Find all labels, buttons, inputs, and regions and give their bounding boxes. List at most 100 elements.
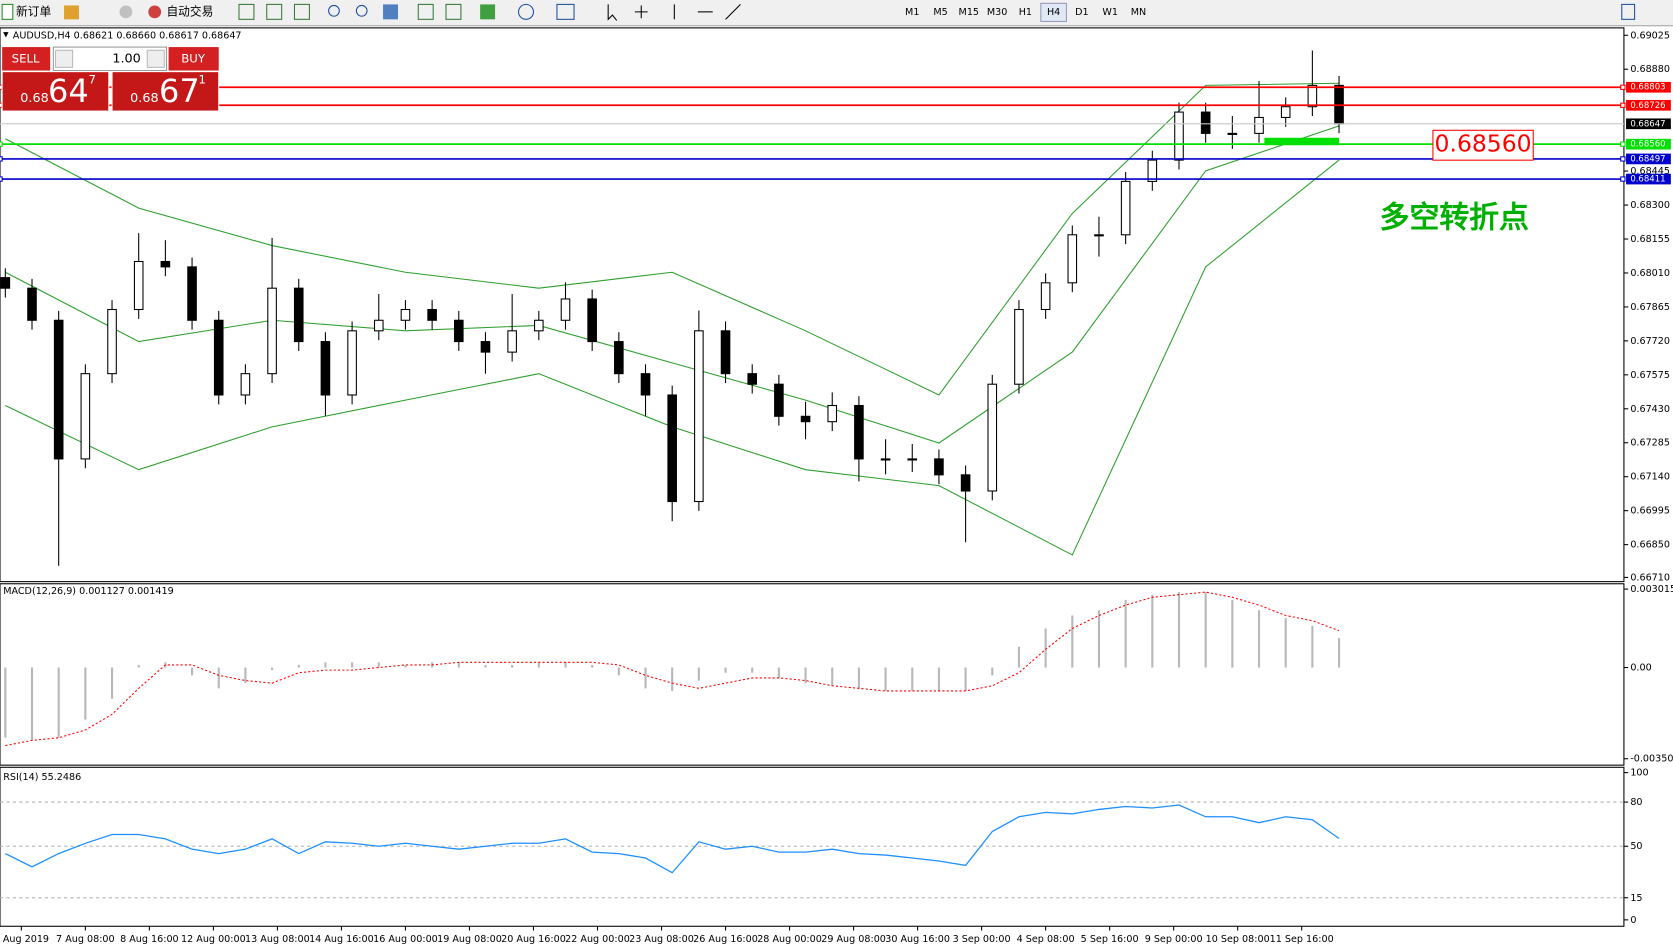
y-tick-label: 0.66710 <box>1630 572 1670 583</box>
x-tick-label: 4 Sep 08:00 <box>1017 934 1075 945</box>
icon[interactable] <box>119 5 133 19</box>
timeframe-button[interactable]: M30 <box>987 7 1008 18</box>
active-timeframe <box>1040 2 1067 23</box>
sell-label: SELL <box>12 51 40 65</box>
x-tick-label: 8 Aug 16:00 <box>120 934 179 945</box>
candle-body <box>667 394 677 503</box>
timeframe-button[interactable]: H1 <box>1019 7 1032 18</box>
periods[interactable] <box>518 3 535 20</box>
candle-body <box>53 319 64 460</box>
candle-body <box>880 458 891 461</box>
x-tick-label: 20 Aug 16:00 <box>501 934 566 945</box>
timeframe-label: M1 <box>905 7 919 18</box>
level-handle[interactable] <box>1620 176 1626 182</box>
timeframe-button[interactable]: M5 <box>933 7 947 18</box>
buy-label: BUY <box>181 51 206 65</box>
lots-down[interactable] <box>54 49 74 68</box>
timeframe-button[interactable]: M1 <box>905 7 919 18</box>
candle-body <box>1254 116 1264 134</box>
drawing-tools <box>238 3 1636 21</box>
y-tick-label: 100 <box>1630 768 1648 779</box>
candle-body <box>400 308 411 321</box>
candle-body <box>1120 180 1131 236</box>
level-handle[interactable] <box>1620 102 1626 108</box>
y-tick-label: 0.67720 <box>1630 336 1670 347</box>
timeframe-button[interactable]: MN <box>1131 7 1146 18</box>
candle-body <box>1307 84 1318 108</box>
timeframe-label: M30 <box>987 7 1008 18</box>
level-handle[interactable] <box>0 156 3 162</box>
tool-icon[interactable] <box>238 3 255 20</box>
zoom-in[interactable] <box>328 4 340 17</box>
buy-big: 67 <box>159 72 200 110</box>
title-arrow <box>3 32 9 38</box>
y-tick-label: 0.68445 <box>1630 166 1670 177</box>
crosshair-tool[interactable] <box>634 5 648 19</box>
candle-body <box>1067 234 1078 284</box>
templates[interactable] <box>556 3 575 20</box>
y-tick-label: 0.003015 <box>1630 584 1673 595</box>
y-tick-label: 0.68155 <box>1630 234 1670 245</box>
zoom-out[interactable] <box>355 4 368 17</box>
lots-up[interactable] <box>146 49 165 68</box>
timeframe-button[interactable]: H4 <box>1040 2 1067 23</box>
candle-body <box>213 319 224 396</box>
candle-body <box>747 373 758 385</box>
sell-button[interactable] <box>2 47 51 71</box>
annotation-text: 多空转折点 <box>1380 200 1529 235</box>
candle-body <box>960 474 971 492</box>
candle-body <box>347 330 357 396</box>
level-handle[interactable] <box>0 176 3 182</box>
candle-body <box>0 277 11 289</box>
candle-body <box>133 260 144 311</box>
x-tick-label: 3 Sep 00:00 <box>953 934 1011 945</box>
y-tick-label: 0.69025 <box>1630 30 1670 41</box>
level-handle[interactable] <box>1620 84 1626 90</box>
new-order-button[interactable]: 新订单 <box>1 3 51 20</box>
y-tick-label: 15 <box>1630 893 1642 904</box>
tool-icon[interactable] <box>445 3 462 20</box>
trendline-tool[interactable] <box>725 4 741 20</box>
sell-price-box[interactable] <box>1 71 110 112</box>
lots-box[interactable] <box>52 46 167 72</box>
candle-body <box>907 458 918 461</box>
buy-small: 1 <box>198 73 205 87</box>
candle-body <box>480 341 491 353</box>
candle-body <box>694 330 704 503</box>
candle-body <box>934 458 944 476</box>
level-label: 0.68497 <box>1630 154 1665 164</box>
candle-body <box>987 383 998 492</box>
timeframe-button[interactable]: D1 <box>1075 7 1089 18</box>
buy-prefix: 0.68 <box>130 91 159 106</box>
y-tick-label: 0.68300 <box>1630 200 1670 211</box>
last-price-label: 0.68647 <box>1630 119 1665 129</box>
level-handle[interactable] <box>1620 141 1626 147</box>
buy-price-box[interactable] <box>111 71 220 112</box>
sell-prefix: 0.68 <box>20 91 49 106</box>
icon[interactable] <box>64 5 79 20</box>
candle-body <box>1174 111 1184 161</box>
cursor-tool[interactable] <box>607 4 618 21</box>
candle-body <box>427 308 437 321</box>
buy-button[interactable] <box>168 47 219 71</box>
timeframes: M1 M5 M15 M30 H1 H4 D1 W1 MN <box>905 2 1146 23</box>
candle-body <box>774 383 784 417</box>
level-handle[interactable] <box>1620 156 1626 162</box>
timeframe-button[interactable]: W1 <box>1102 7 1118 18</box>
tool-icon[interactable] <box>266 3 283 20</box>
candle-body <box>507 330 517 353</box>
candle-body <box>267 287 277 375</box>
candle-body <box>534 319 544 332</box>
y-tick-label: -0.003506 <box>1630 754 1673 765</box>
rsi-line <box>5 804 1340 874</box>
indicators[interactable] <box>480 4 496 20</box>
level-handle[interactable] <box>0 141 3 147</box>
tile[interactable] <box>383 4 398 20</box>
timeframe-button[interactable]: M15 <box>959 7 980 18</box>
rsi-title: RSI(14) 55.2486 <box>3 772 81 783</box>
auto-trading-button[interactable]: 自动交易 <box>148 4 213 18</box>
tool-icon[interactable] <box>417 3 434 20</box>
tool-icon[interactable] <box>293 3 310 20</box>
candle-body <box>27 287 37 321</box>
search[interactable] <box>1621 3 1636 20</box>
